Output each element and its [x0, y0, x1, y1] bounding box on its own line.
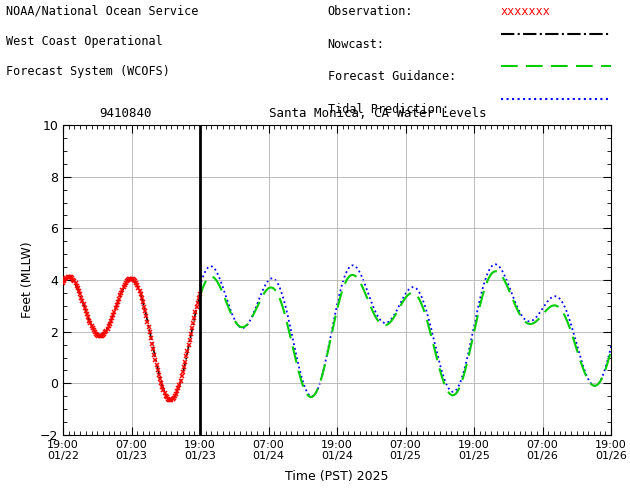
- Y-axis label: Feet (MLLW): Feet (MLLW): [21, 242, 34, 318]
- Text: Observation:: Observation:: [328, 5, 413, 18]
- Text: Forecast Guidance:: Forecast Guidance:: [328, 70, 456, 83]
- Text: NOAA/National Ocean Service: NOAA/National Ocean Service: [6, 5, 198, 18]
- Text: 9410840: 9410840: [100, 107, 152, 120]
- Text: West Coast Operational: West Coast Operational: [6, 35, 163, 48]
- X-axis label: Time (PST) 2025: Time (PST) 2025: [285, 470, 389, 483]
- Text: Nowcast:: Nowcast:: [328, 38, 384, 51]
- Text: Forecast System (WCOFS): Forecast System (WCOFS): [6, 65, 170, 78]
- Text: Tidal Prediction:: Tidal Prediction:: [328, 102, 449, 116]
- Text: Santa Monica, CA Water Levels: Santa Monica, CA Water Levels: [269, 107, 487, 120]
- Text: xxxxxxx: xxxxxxx: [501, 5, 551, 18]
